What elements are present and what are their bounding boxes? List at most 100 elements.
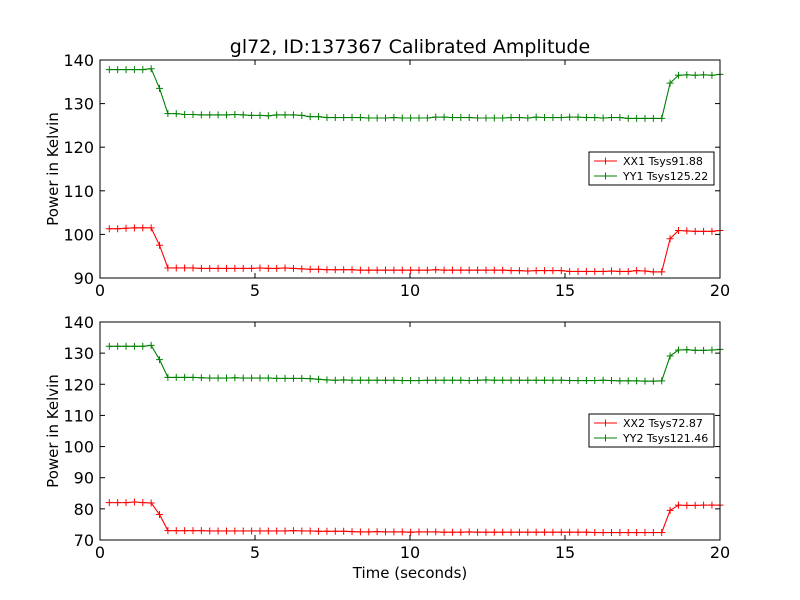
data-point (599, 376, 607, 384)
data-point (574, 267, 582, 275)
data-point (566, 113, 574, 121)
data-point (382, 528, 390, 536)
data-point (524, 267, 532, 275)
legend-label: XX2 Tsys72.87 (623, 417, 703, 430)
data-point (465, 377, 473, 385)
legend-box (588, 151, 715, 186)
data-point (281, 527, 289, 535)
data-point (591, 377, 599, 385)
data-point (356, 528, 364, 536)
data-point (490, 266, 498, 274)
y-tick-label: 110 (63, 406, 94, 425)
data-point (557, 267, 565, 275)
data-point (239, 374, 247, 382)
data-point (315, 375, 323, 383)
data-point (474, 528, 482, 536)
data-point (390, 114, 398, 122)
data-point (189, 527, 197, 535)
data-point (306, 375, 314, 383)
data-point (515, 528, 523, 536)
data-point (616, 114, 624, 122)
data-point (457, 266, 465, 274)
data-point (532, 376, 540, 384)
data-point (273, 374, 281, 382)
data-point (499, 266, 507, 274)
data-point (147, 499, 155, 507)
data-point (524, 528, 532, 536)
data-point (674, 346, 682, 354)
data-point (256, 527, 264, 535)
data-point (683, 501, 691, 509)
data-point (691, 71, 699, 79)
data-point (566, 528, 574, 536)
data-point (172, 527, 180, 535)
data-point (708, 227, 716, 235)
data-point (423, 528, 431, 536)
data-point (340, 114, 348, 122)
data-point (239, 264, 247, 272)
data-point (641, 267, 649, 275)
data-point (365, 528, 373, 536)
bottom-panel: 0 5 10 15 20 70 80 90 100 110 120 130 140 Power in Ke… (44, 313, 730, 562)
data-point (248, 374, 256, 382)
data-point (197, 527, 205, 535)
data-point (373, 376, 381, 384)
data-point (281, 374, 289, 382)
data-point (507, 528, 515, 536)
data-point (214, 111, 222, 119)
data-point (549, 114, 557, 122)
data-point (708, 501, 716, 509)
data-point (507, 114, 515, 122)
data-point (130, 66, 138, 74)
data-point (691, 227, 699, 235)
data-point (541, 267, 549, 275)
series-2 (105, 341, 724, 385)
data-point (365, 266, 373, 274)
y-tick-label: 140 (63, 51, 94, 70)
data-point (574, 113, 582, 121)
y-tick-label: 70 (74, 531, 94, 550)
data-point (641, 529, 649, 537)
x-tick-label: 0 (95, 281, 105, 300)
y-tick-label: 100 (63, 438, 94, 457)
data-point (641, 114, 649, 122)
data-point (423, 114, 431, 122)
data-point (398, 114, 406, 122)
data-point (323, 266, 331, 274)
data-point (114, 66, 122, 74)
data-point (315, 113, 323, 121)
legend-label: XX1 Tsys91.88 (623, 155, 703, 168)
data-point (356, 266, 364, 274)
y-axis-label: Power in Kelvin (44, 112, 62, 226)
x-axis-label: Time (seconds) (352, 564, 468, 582)
data-point (649, 529, 657, 537)
y-tick-label: 130 (63, 95, 94, 114)
data-point (515, 267, 523, 275)
y-tick-label: 80 (74, 500, 94, 519)
data-point (624, 267, 632, 275)
data-point (206, 111, 214, 119)
data-point (189, 264, 197, 272)
y-tick-label: 130 (63, 344, 94, 363)
x-tick-label: 20 (710, 543, 730, 562)
data-point (549, 528, 557, 536)
data-point (708, 71, 716, 79)
data-point (465, 528, 473, 536)
data-point (700, 501, 708, 509)
data-point (599, 114, 607, 122)
data-point (130, 342, 138, 350)
data-point (474, 114, 482, 122)
data-point (398, 266, 406, 274)
data-point (273, 111, 281, 119)
data-point (340, 376, 348, 384)
data-point (156, 510, 164, 518)
data-point (315, 265, 323, 273)
data-point (248, 527, 256, 535)
data-point (114, 499, 122, 507)
data-point (130, 498, 138, 506)
data-point (231, 111, 239, 118)
data-point (549, 267, 557, 275)
data-point (582, 528, 590, 536)
data-point (541, 114, 549, 122)
data-point (114, 225, 122, 233)
